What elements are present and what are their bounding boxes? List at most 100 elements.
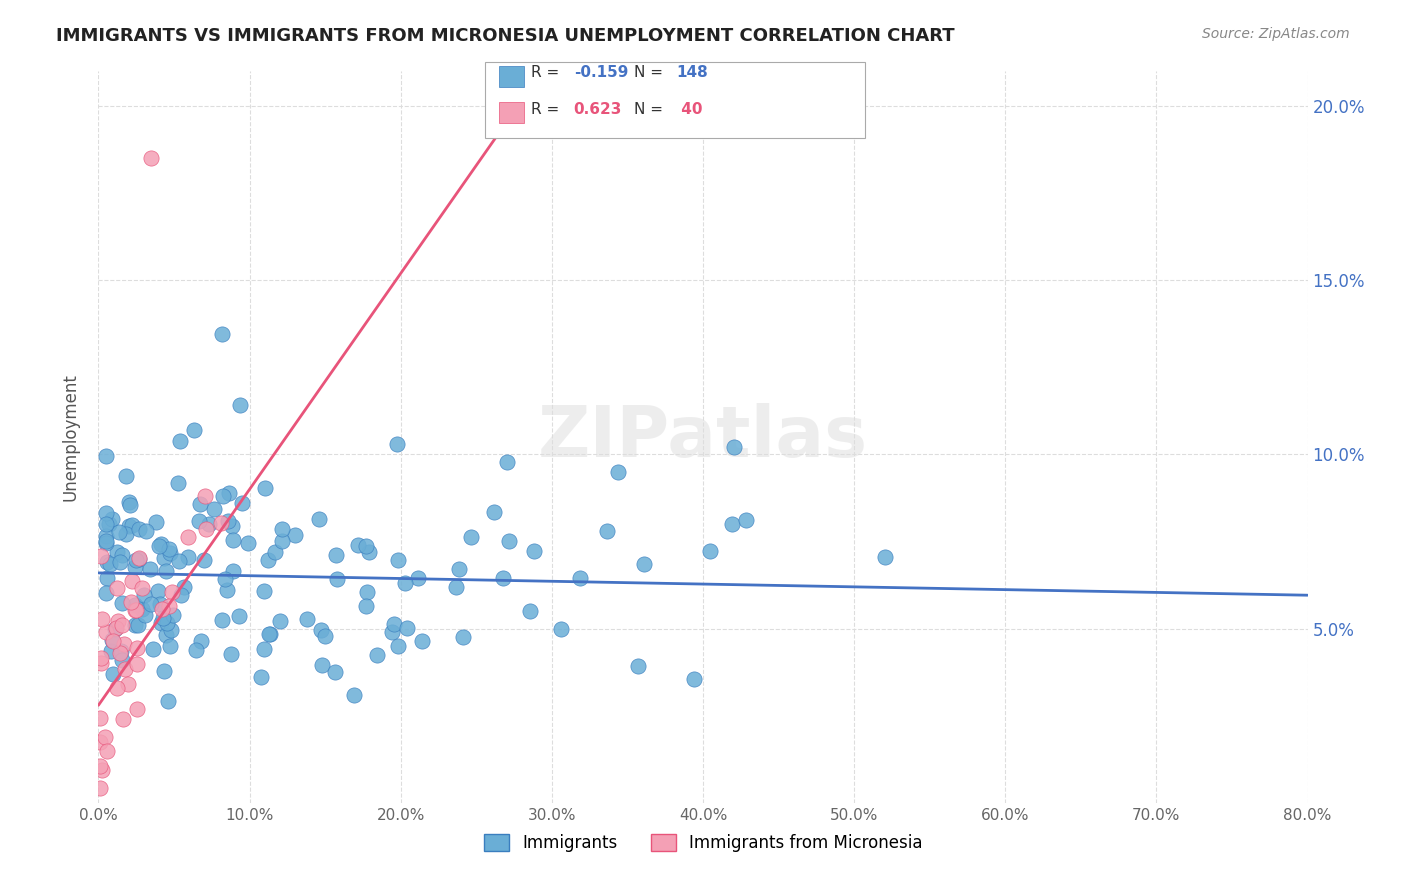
Point: [354, 539, 377, 553]
Point: [124, 603, 146, 617]
Point: [90, 650, 112, 665]
Point: [118, 519, 141, 533]
Point: [114, 469, 136, 483]
Point: [214, 572, 236, 586]
Point: [484, 505, 506, 519]
Text: N =: N =: [634, 102, 668, 117]
Point: [633, 557, 655, 571]
Point: [111, 712, 134, 726]
Point: [139, 562, 162, 576]
Point: [89, 711, 111, 725]
Point: [96, 743, 118, 757]
Point: [387, 437, 409, 451]
Point: [142, 641, 165, 656]
Point: [347, 538, 370, 552]
Point: [107, 614, 129, 628]
Point: [108, 555, 131, 569]
Point: [110, 653, 132, 667]
Point: [194, 489, 217, 503]
Point: [198, 516, 221, 531]
Text: 0.623: 0.623: [574, 102, 621, 117]
Point: [105, 621, 128, 635]
Point: [284, 528, 307, 542]
Point: [451, 630, 474, 644]
Point: [721, 517, 744, 532]
Point: [190, 634, 212, 648]
Point: [408, 571, 430, 585]
Point: [96, 571, 118, 585]
Point: [211, 613, 233, 627]
Point: [326, 573, 349, 587]
Point: [101, 633, 124, 648]
Point: [105, 581, 128, 595]
Point: [110, 596, 132, 610]
Point: [131, 581, 153, 595]
Text: Source: ZipAtlas.com: Source: ZipAtlas.com: [1202, 27, 1350, 41]
Point: [101, 667, 124, 681]
Point: [396, 621, 419, 635]
Point: [160, 623, 183, 637]
Point: [381, 625, 404, 640]
Point: [212, 489, 235, 503]
Point: [519, 604, 541, 618]
Point: [96, 554, 118, 568]
Point: [134, 608, 156, 623]
Point: [152, 611, 174, 625]
Text: IMMIGRANTS VS IMMIGRANTS FROM MICRONESIA UNEMPLOYMENT CORRELATION CHART: IMMIGRANTS VS IMMIGRANTS FROM MICRONESIA…: [56, 27, 955, 45]
Point: [125, 553, 148, 567]
Text: N =: N =: [634, 65, 668, 80]
Point: [183, 423, 205, 437]
Point: [264, 545, 287, 559]
Point: [120, 595, 142, 609]
Point: [121, 517, 143, 532]
Point: [94, 529, 117, 543]
Point: [202, 502, 225, 516]
Point: [382, 617, 405, 632]
Point: [127, 641, 149, 656]
Point: [108, 646, 131, 660]
Point: [193, 553, 215, 567]
Point: [89, 735, 111, 749]
Point: [89, 758, 111, 772]
Point: [100, 643, 122, 657]
Point: [387, 639, 409, 653]
Point: [209, 516, 232, 530]
Point: [135, 524, 157, 538]
Point: [98, 516, 121, 531]
Point: [356, 585, 378, 599]
Point: [217, 514, 239, 528]
Point: [132, 588, 155, 602]
Point: [115, 527, 138, 541]
Point: [176, 529, 198, 543]
Point: [149, 597, 172, 611]
Point: [523, 544, 546, 558]
Point: [128, 522, 150, 536]
Point: [186, 643, 208, 657]
Point: [149, 537, 172, 551]
Point: [94, 625, 117, 640]
Point: [153, 551, 176, 566]
Point: [159, 639, 181, 653]
Text: 40: 40: [676, 102, 703, 117]
Point: [101, 512, 124, 526]
Point: [139, 597, 162, 611]
Point: [159, 546, 181, 560]
Point: [111, 548, 134, 562]
Text: R =: R =: [531, 102, 569, 117]
Point: [394, 576, 416, 591]
Point: [110, 644, 132, 658]
Point: [94, 534, 117, 549]
Point: [188, 514, 211, 528]
Point: [271, 522, 294, 536]
Point: [354, 599, 377, 613]
Point: [128, 552, 150, 566]
Point: [94, 586, 117, 600]
Point: [155, 564, 177, 578]
Point: [105, 544, 128, 558]
Point: [162, 608, 184, 623]
Point: [873, 550, 896, 565]
Point: [357, 545, 380, 559]
Point: [108, 525, 131, 540]
Point: [94, 730, 117, 744]
Point: [150, 602, 173, 616]
